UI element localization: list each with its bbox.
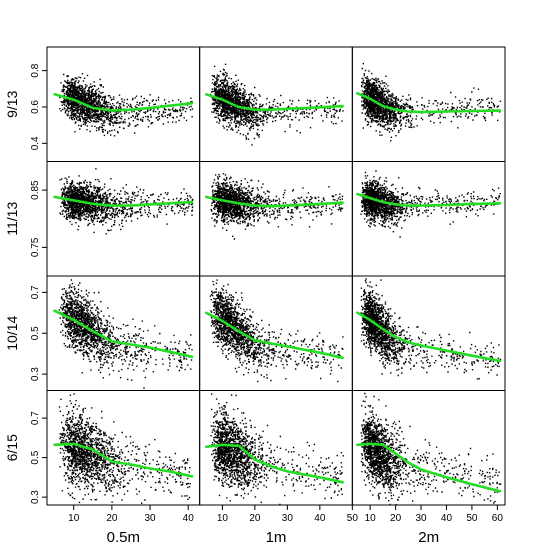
- x-tick-label-c2-4: 50: [466, 513, 478, 524]
- x-tick-label-c1-1: 20: [249, 513, 261, 524]
- smooth-line-r3-c0: [53, 442, 194, 478]
- scatter-points-r0-c1: [210, 63, 344, 146]
- smooth-line-r2-c2: [356, 311, 502, 363]
- x-tick-label-c1-2: 30: [282, 513, 294, 524]
- y-tick-label-r0-0: 0.4: [30, 136, 41, 150]
- scatter-points-r1-c1: [210, 173, 344, 240]
- axes-layer: 0.4 0.6 0.8 9/13 0.75 0.85 11/13 0.3 0.5 0.7 10/14…: [4, 63, 503, 546]
- smooth-line-r1-c1: [204, 195, 344, 208]
- row-label-2: 10/14: [4, 316, 20, 351]
- y-tick-label-r3-2: 0.7: [30, 411, 41, 425]
- smooth-line-r1-c0: [53, 195, 194, 207]
- smooth-line-r1-c2: [356, 192, 502, 207]
- x-tick-label-c1-0: 10: [217, 513, 229, 524]
- x-tick-label-c2-0: 10: [365, 513, 377, 524]
- smooth-line-r0-c2: [356, 92, 502, 114]
- scatter-points-r0-c2: [360, 63, 502, 142]
- y-tick-label-r3-1: 0.5: [30, 450, 41, 464]
- smooth-line-r3-c1: [204, 443, 344, 484]
- y-tick-label-r0-1: 0.6: [30, 100, 41, 114]
- x-tick-label-c2-2: 30: [415, 513, 427, 524]
- x-tick-label-c0-0: 10: [68, 513, 80, 524]
- row-label-1: 11/13: [4, 202, 20, 236]
- scatter-points-r3-c2: [360, 392, 502, 506]
- scatter-points-r2-c0: [58, 279, 193, 389]
- col-label-0: 0.5m: [107, 529, 140, 546]
- y-tick-label-r2-0: 0.3: [30, 367, 41, 381]
- row-label-0: 9/13: [4, 90, 20, 117]
- y-tick-label-r1-0: 0.75: [30, 237, 41, 257]
- scatter-points-r2-c2: [360, 278, 502, 380]
- x-tick-label-c2-1: 20: [390, 513, 402, 524]
- x-tick-label-c0-3: 40: [183, 513, 195, 524]
- smooth-line-r0-c0: [53, 93, 194, 112]
- smooth-line-r3-c2: [356, 442, 502, 493]
- scatter-points-r3-c0: [58, 393, 191, 504]
- smooth-lines-layer: [53, 92, 502, 493]
- y-tick-label-r3-0: 0.3: [30, 490, 41, 504]
- scatter-points-r2-c1: [209, 279, 344, 383]
- panel-frame-r1-c0: [46, 161, 201, 277]
- row-label-3: 6/15: [4, 434, 20, 461]
- x-tick-label-c2-3: 40: [441, 513, 453, 524]
- x-tick-label-c1-3: 40: [314, 513, 326, 524]
- smooth-line-r2-c0: [53, 309, 194, 359]
- x-tick-label-c1-4: 50: [347, 513, 359, 524]
- x-tick-label-c0-1: 20: [106, 513, 118, 524]
- smooth-line-r2-c1: [204, 311, 344, 360]
- points-layer: [58, 63, 502, 506]
- scatter-points-r3-c1: [210, 393, 344, 506]
- x-tick-label-c0-2: 30: [144, 513, 156, 524]
- panel-frame-r3-c2: [351, 390, 506, 506]
- col-label-1: 1m: [266, 529, 287, 546]
- panel-frame-r1-c1: [199, 161, 353, 277]
- y-tick-label-r0-2: 0.8: [30, 63, 41, 77]
- x-tick-label-c2-5: 60: [492, 513, 504, 524]
- y-tick-label-r2-1: 0.5: [30, 326, 41, 340]
- y-tick-label-r2-2: 0.7: [30, 285, 41, 299]
- y-tick-label-r1-1: 0.85: [30, 180, 41, 200]
- col-label-2: 2m: [418, 529, 439, 546]
- scatter-points-r1-c0: [59, 168, 194, 235]
- smooth-line-r0-c1: [204, 93, 344, 111]
